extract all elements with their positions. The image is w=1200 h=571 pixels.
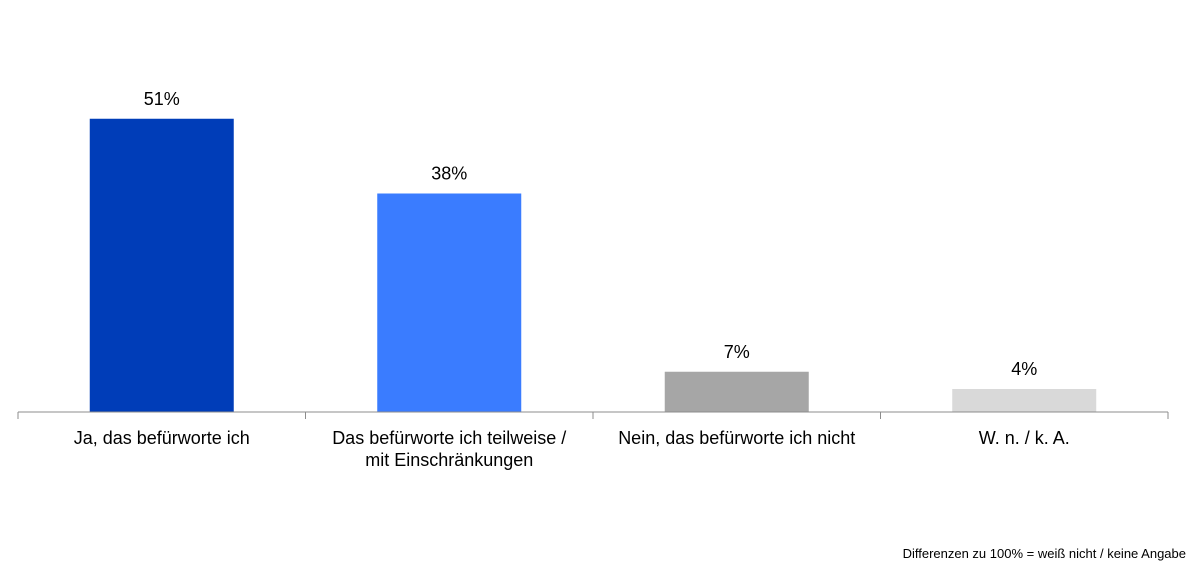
bar-2: [377, 193, 522, 412]
category-label-1: Ja, das befürworte ich: [74, 428, 250, 448]
bar-3: [664, 371, 809, 412]
category-label-3: Nein, das befürworte ich nicht: [618, 428, 855, 448]
bar-1: [89, 118, 234, 412]
category-label-4: W. n. / k. A.: [979, 428, 1070, 448]
data-label-1: 51%: [144, 89, 180, 109]
category-label-2: Das befürworte ich teilweise / mit Einsch…: [332, 428, 566, 470]
footnote: Differenzen zu 100% = weiß nicht / keine…: [902, 546, 1186, 561]
data-label-4: 4%: [1011, 359, 1037, 379]
data-label-3: 7%: [724, 342, 750, 362]
bar-4: [952, 389, 1097, 412]
data-label-2: 38%: [431, 164, 467, 184]
